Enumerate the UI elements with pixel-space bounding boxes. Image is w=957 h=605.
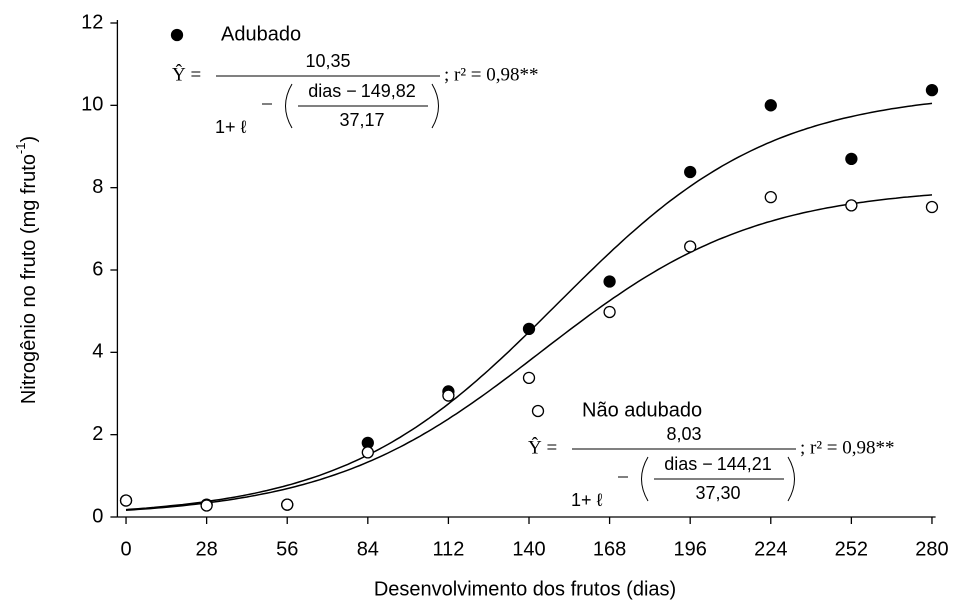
x-tick-label: 196: [673, 538, 706, 560]
eq-inner-num: dias −144,21: [664, 454, 772, 474]
x-tick-label: 140: [512, 538, 545, 560]
data-point: [281, 498, 294, 511]
data-point: [200, 499, 213, 512]
eq-base: 1+ ℓ: [571, 490, 603, 510]
data-point: [764, 99, 777, 112]
x-tick-label: 0: [120, 538, 131, 560]
y-tick-label: 12: [81, 11, 103, 33]
data-point: [764, 190, 777, 204]
y-tick-label: 4: [92, 341, 103, 363]
eq-a: 8,03: [666, 424, 701, 444]
eq-c: 37,17: [339, 110, 384, 130]
data-point: [925, 83, 939, 97]
eq-var: dias −: [664, 454, 713, 474]
legend-marker: [531, 404, 545, 418]
legend-label: Adubado: [221, 23, 301, 45]
y-tick-label: 8: [92, 176, 103, 198]
data-point: [442, 389, 455, 402]
eq-r2: ; r² = 0,98**: [444, 64, 539, 85]
data-point: [684, 240, 697, 253]
x-tick-label: 280: [915, 538, 948, 560]
y-label-sup: -1: [13, 142, 28, 154]
fit-curve: [125, 194, 933, 511]
eq-inner-num: dias −149,82: [308, 81, 416, 101]
data-point: [119, 494, 133, 507]
x-tick-label: 28: [196, 538, 218, 560]
exp-paren: [641, 456, 795, 502]
x-tick-label: 168: [593, 538, 626, 560]
eq-a: 10,35: [305, 51, 350, 71]
exp-paren: [285, 83, 439, 129]
data-point: [845, 152, 858, 166]
x-tick-label: 224: [754, 538, 787, 560]
legend-marker: [170, 28, 184, 42]
eq-lhs: Ŷ =: [172, 63, 201, 85]
data-point: [603, 305, 616, 319]
x-tick-label: 252: [835, 538, 868, 560]
x-tick-label: 84: [357, 538, 379, 560]
eq-b: 149,82: [361, 81, 416, 101]
data-point: [361, 446, 374, 459]
data-point: [925, 200, 939, 214]
data-point: [522, 371, 536, 385]
y-label-main: Nitrogênio no fruto (mg fruto: [18, 154, 40, 404]
equation: Ŷ = 10,35 1+ ℓ dias −149,82 37,17 ; r² = 0,98…: [172, 51, 539, 137]
eq-var: dias −: [308, 81, 357, 101]
x-tick-label: 112: [432, 538, 464, 560]
y-tick-label: 6: [92, 258, 103, 280]
eq-lhs: Ŷ =: [528, 436, 557, 458]
eq-c: 37,30: [695, 483, 740, 503]
data-point: [845, 199, 858, 212]
y-tick-label: 0: [92, 505, 103, 527]
x-axis-label: Desenvolvimento dos frutos (dias): [374, 578, 676, 600]
y-label-end: ): [18, 136, 40, 143]
data-point: [522, 322, 536, 336]
eq-r2: ; r² = 0,98**: [800, 437, 895, 458]
y-axis-label: Nitrogênio no fruto (mg fruto-1): [13, 136, 40, 404]
y-tick-label: 2: [92, 423, 103, 445]
eq-b: 144,21: [717, 454, 772, 474]
data-point: [684, 165, 697, 179]
eq-base: 1+ ℓ: [215, 117, 247, 137]
y-tick-label: 10: [81, 94, 103, 116]
data-point: [603, 275, 616, 288]
equation: Ŷ = 8,03 1+ ℓ dias −144,21 37,30 ; r² = 0,98*…: [528, 424, 895, 510]
x-tick-label: 56: [276, 538, 298, 560]
legend-label: Não adubado: [582, 399, 702, 421]
